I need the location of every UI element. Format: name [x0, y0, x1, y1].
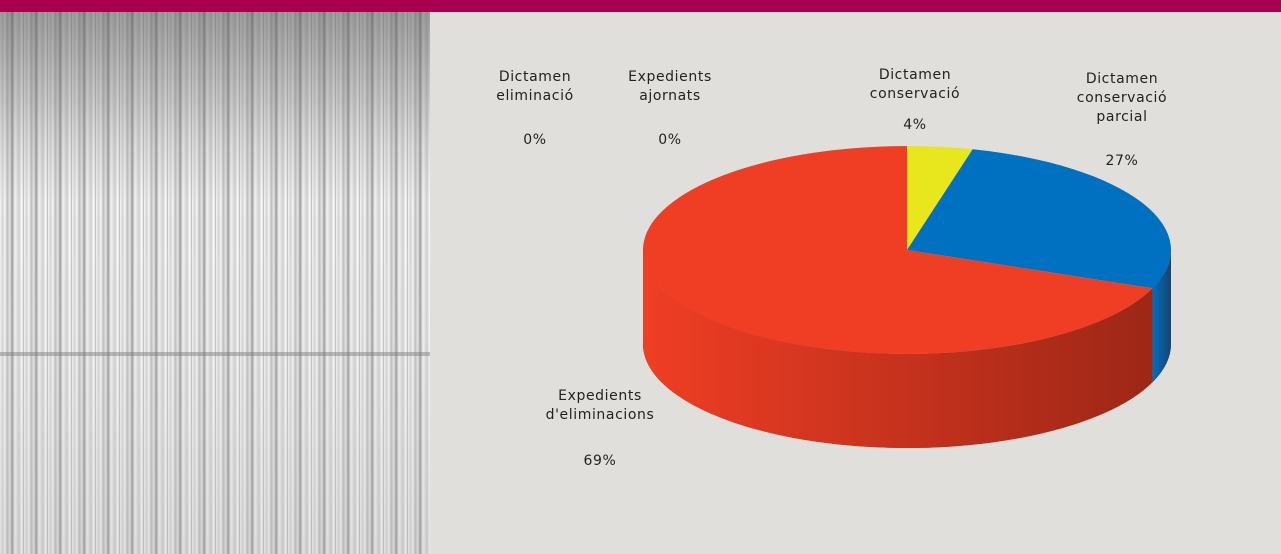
photo	[0, 12, 430, 554]
slice-value-label: 0%	[658, 132, 682, 148]
slice-value-label: 0%	[523, 132, 547, 148]
slice-label: Dictamen conservació	[869, 67, 961, 102]
slice	[907, 146, 973, 250]
slice-value-label: 69%	[583, 453, 617, 469]
photo-shade	[0, 352, 430, 356]
slice-label: Dictamen conservació parcial	[1076, 71, 1168, 125]
slice-value-label: 27%	[1105, 153, 1139, 169]
chart	[643, 146, 1171, 448]
slice-label: Dictamen eliminació	[496, 69, 574, 104]
slice-label: Expedients ajornats	[628, 69, 712, 104]
slice-side	[1152, 250, 1171, 383]
header-bar	[0, 0, 1281, 12]
slice-value-label: 4%	[903, 117, 927, 133]
slice	[907, 149, 1171, 289]
slice-side	[643, 250, 1153, 448]
slice-label: Expedients d'eliminacions	[545, 388, 655, 423]
slice	[643, 146, 1153, 355]
